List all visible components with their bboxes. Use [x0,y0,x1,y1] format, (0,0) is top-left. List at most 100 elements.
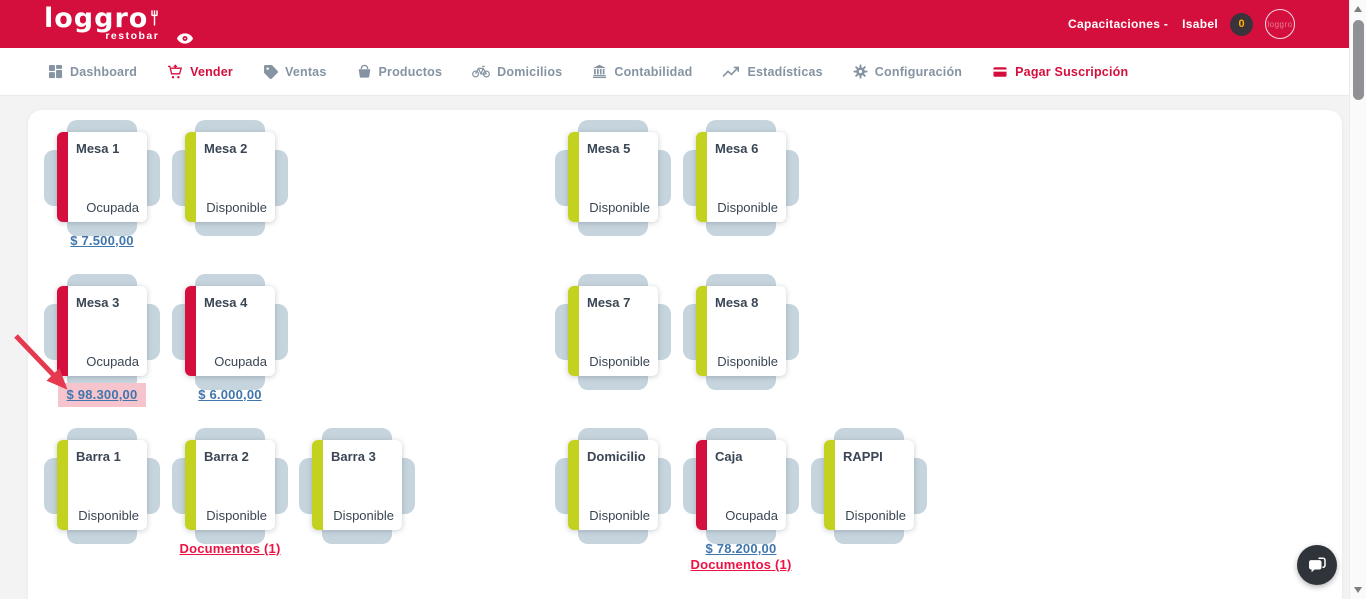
table-unit-mesa-2: Mesa 2 Disponible [172,120,288,236]
table-card-barra-2[interactable]: Barra 2 Disponible [185,440,275,530]
table-card-domicilio[interactable]: Domicilio Disponible [568,440,658,530]
table-card-mesa-3[interactable]: Mesa 3 Ocupada [57,286,147,376]
table-name: Caja [715,449,743,464]
table-links-mesa-4: $ 6.000,00 [172,383,288,402]
table-name: Barra 2 [204,449,249,464]
capacitaciones-link[interactable]: Capacitaciones - [1068,17,1169,31]
documents-link[interactable]: Documentos (1) [690,557,792,572]
nav-item-label: Productos [378,64,443,79]
avatar[interactable]: loggro [1265,9,1295,39]
trend-icon [722,66,740,78]
table-name: Mesa 5 [587,141,631,156]
amount-link[interactable]: $ 7.500,00 [70,233,134,248]
basket-icon [357,64,372,79]
table-card-mesa-6[interactable]: Mesa 6 Disponible [696,132,786,222]
nav-item-productos[interactable]: Productos [357,64,443,79]
credit-card-icon [992,65,1008,79]
table-status: Disponible [78,508,139,523]
amount-link[interactable]: $ 98.300,00 [57,383,147,407]
dashboard-icon [48,64,63,79]
table-card-rappi[interactable]: RAPPI Disponible [824,440,914,530]
eye-icon[interactable] [177,31,193,49]
table-name: Barra 1 [76,449,121,464]
main-nav: Dashboard Vender Ventas Productos Domicilios… [0,48,1366,96]
logo-subtext: restobar [105,30,160,42]
table-status: Disponible [333,508,394,523]
table-status: Disponible [589,508,650,523]
nav-item-label: Pagar Suscripción [1015,64,1129,79]
nav-item-contabilidad[interactable]: Contabilidad [592,64,692,79]
table-status: Disponible [206,200,267,215]
status-color-bar [568,440,579,530]
nav-item-pagar-suscripcion[interactable]: Pagar Suscripción [992,65,1128,79]
scroll-up-button[interactable] [1350,2,1366,16]
table-card-mesa-4[interactable]: Mesa 4 Ocupada [185,286,275,376]
table-links-caja: $ 78.200,00 Documentos (1) [683,537,799,572]
table-status: Disponible [589,200,650,215]
status-color-bar [696,440,707,530]
nav-item-label: Domicilios [497,64,563,79]
table-name: Mesa 6 [715,141,759,156]
status-color-bar [185,286,196,376]
table-unit-caja: Caja Ocupada [683,428,799,544]
table-unit-mesa-8: Mesa 8 Disponible [683,274,799,390]
table-status: Ocupada [86,354,139,369]
nav-item-label: Ventas [284,64,327,79]
nav-item-dashboard[interactable]: Dashboard [48,64,137,79]
table-card-mesa-5[interactable]: Mesa 5 Disponible [568,132,658,222]
table-unit-mesa-1: Mesa 1 Ocupada [44,120,160,236]
scroll-down-button[interactable] [1350,583,1366,597]
table-unit-mesa-7: Mesa 7 Disponible [555,274,671,390]
app-header: loggro restobar Capacitaciones - Isabel … [0,0,1366,48]
table-card-barra-1[interactable]: Barra 1 Disponible [57,440,147,530]
notification-badge[interactable]: 0 [1230,12,1253,36]
table-card-caja[interactable]: Caja Ocupada [696,440,786,530]
nav-item-estadisticas[interactable]: Estadísticas [722,65,823,79]
table-card-mesa-7[interactable]: Mesa 7 Disponible [568,286,658,376]
gear-icon [853,64,868,79]
nav-item-label: Vender [190,64,233,79]
table-unit-domicilio: Domicilio Disponible [555,428,671,544]
table-name: Mesa 2 [204,141,248,156]
bank-icon [592,64,607,79]
chat-widget-button[interactable] [1297,545,1337,585]
amount-link[interactable]: $ 78.200,00 [705,541,777,556]
table-status: Disponible [589,354,650,369]
table-status: Disponible [717,200,778,215]
user-name[interactable]: Isabel [1182,17,1218,31]
table-status: Ocupada [214,354,267,369]
nav-item-ventas[interactable]: Ventas [263,64,327,79]
table-unit-barra-3: Barra 3 Disponible [299,428,415,544]
table-card-mesa-2[interactable]: Mesa 2 Disponible [185,132,275,222]
table-card-barra-3[interactable]: Barra 3 Disponible [312,440,402,530]
table-status: Disponible [717,354,778,369]
amount-link[interactable]: $ 6.000,00 [198,387,262,402]
documents-link[interactable]: Documentos (1) [179,541,281,556]
table-card-mesa-1[interactable]: Mesa 1 Ocupada [57,132,147,222]
table-name: Barra 3 [331,449,376,464]
table-name: RAPPI [843,449,883,464]
table-links-mesa-3: $ 98.300,00 [44,383,160,407]
table-card-mesa-8[interactable]: Mesa 8 Disponible [696,286,786,376]
table-name: Mesa 7 [587,295,631,310]
table-links-mesa-1: $ 7.500,00 [44,229,160,248]
logo-text: loggro [44,3,149,34]
status-color-bar [185,440,196,530]
table-name: Mesa 4 [204,295,248,310]
nav-item-label: Configuración [874,64,963,79]
nav-item-vender[interactable]: Vender [167,64,233,80]
status-color-bar [312,440,323,530]
status-color-bar [696,132,707,222]
table-name: Domicilio [587,449,646,464]
table-name: Mesa 8 [715,295,759,310]
table-unit-barra-2: Barra 2 Disponible [172,428,288,544]
nav-item-domicilios[interactable]: Domicilios [472,65,562,79]
table-name: Mesa 1 [76,141,120,156]
table-unit-mesa-4: Mesa 4 Ocupada [172,274,288,390]
nav-item-label: Dashboard [70,64,138,79]
scrollbar-thumb[interactable] [1353,20,1364,100]
nav-item-configuracion[interactable]: Configuración [853,64,962,79]
status-color-bar [824,440,835,530]
status-color-bar [185,132,196,222]
